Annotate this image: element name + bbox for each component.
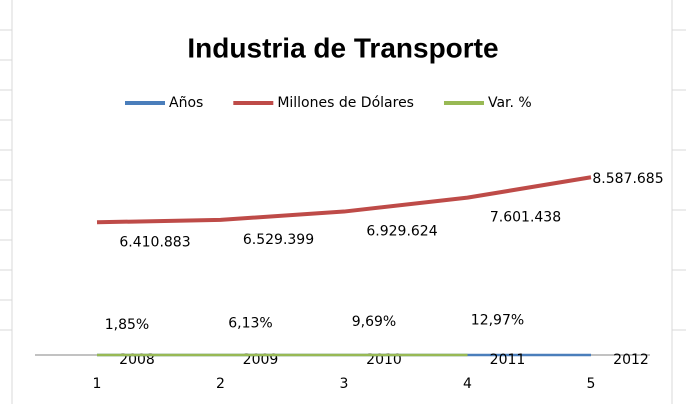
x-tick-label: 2 <box>216 376 225 392</box>
data-label: 6.929.624 <box>366 224 437 240</box>
x-tick-label: 3 <box>340 376 349 392</box>
data-label: 7.601.438 <box>490 210 561 226</box>
data-label: 1,85% <box>105 317 149 333</box>
data-label: 6.529.399 <box>243 232 314 248</box>
data-label: 9,69% <box>352 314 396 330</box>
x-tick-label: 4 <box>463 376 472 392</box>
data-label: 8.587.685 <box>592 171 663 187</box>
x-tick-label: 5 <box>587 376 596 392</box>
data-label: 12,97% <box>471 312 524 328</box>
data-label: 6,13% <box>228 315 272 331</box>
line-series <box>96 175 592 225</box>
legend-label: Var. % <box>488 95 532 111</box>
data-label: 2011 <box>490 352 526 368</box>
data-label: 2012 <box>613 352 649 368</box>
legend-label: Años <box>169 95 203 111</box>
data-label: 6.410.883 <box>119 234 190 250</box>
legend-label: Millones de Dólares <box>277 95 414 111</box>
x-tick-label: 1 <box>93 376 102 392</box>
chart-title: Industria de Transporte <box>187 32 498 63</box>
